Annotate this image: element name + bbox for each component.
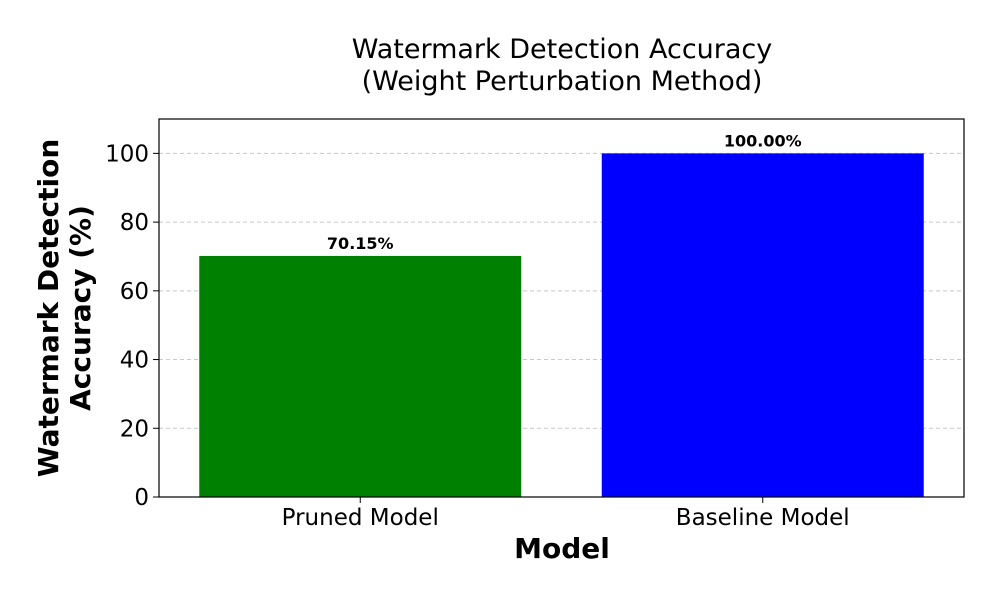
x-tick-label: Baseline Model (676, 505, 850, 531)
chart-title-line1: Watermark Detection Accuracy (352, 34, 773, 65)
y-tick-label: 0 (134, 485, 149, 511)
y-tick-label: 80 (120, 210, 149, 236)
data-labels: 70.15% 100.00% (327, 131, 802, 253)
x-axis-label: Model (514, 532, 610, 565)
y-axis-ticks: 0 20 40 60 80 100 (105, 141, 159, 511)
y-axis-label-line2: Accuracy (%) (64, 205, 97, 411)
bar (601, 153, 924, 497)
chart-title-line2: (Weight Perturbation Method) (362, 66, 763, 97)
bar-value-label: 100.00% (724, 131, 802, 150)
x-axis-ticks: Pruned Model Baseline Model (282, 497, 850, 531)
bar (199, 255, 522, 497)
y-tick-label: 100 (105, 141, 149, 167)
y-axis-label-line1: Watermark Detection (32, 139, 65, 478)
bars-group (199, 153, 924, 497)
y-tick-label: 20 (120, 416, 149, 442)
y-tick-label: 40 (120, 348, 149, 374)
x-tick-label: Pruned Model (282, 505, 439, 531)
bar-value-label: 70.15% (327, 234, 394, 253)
y-tick-label: 60 (120, 279, 149, 305)
plot-frame (158, 118, 965, 498)
